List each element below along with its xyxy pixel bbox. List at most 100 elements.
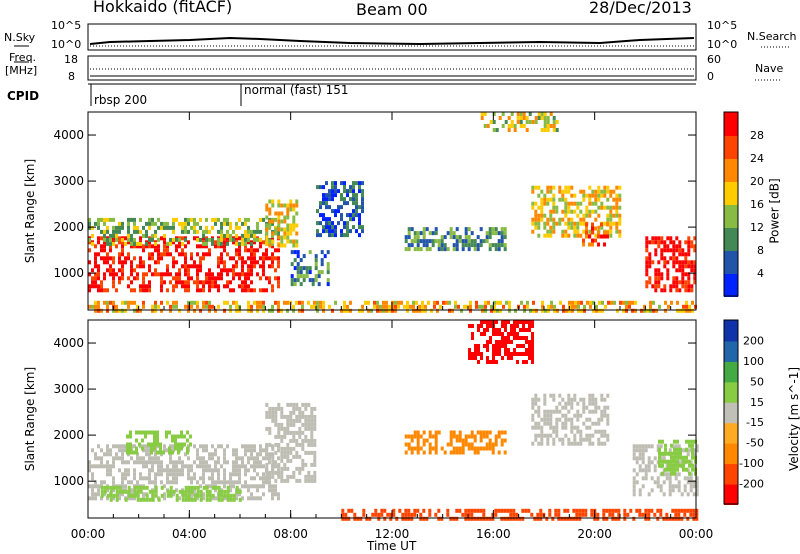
range-gate-cell [343,225,346,230]
range-gate-cell [531,356,534,360]
range-gate-cell [289,227,293,232]
range-gate-cell [142,485,146,490]
range-gate-cell [479,516,483,521]
range-gate-cell [506,516,510,521]
range-gate-cell [145,221,148,226]
range-gate-cell [558,189,562,194]
range-gate-cell [235,485,239,490]
range-gate-cell [259,229,262,234]
range-gate-cell [88,468,91,473]
range-gate-cell [638,464,642,469]
range-gate-cell [259,240,262,245]
range-gate-cell [271,484,274,489]
range-gate-cell [103,492,106,497]
range-gate-cell [561,441,565,446]
range-gate-cell [129,434,132,439]
colorbar-tick-label: 8 [757,244,764,257]
range-gate-cell [163,240,166,245]
range-gate-cell [229,472,232,477]
range-gate-cell [250,304,253,309]
range-gate-cell [489,360,492,364]
range-gate-cell [217,260,220,265]
range-gate-cell [591,209,595,214]
range-gate-cell [612,197,616,202]
range-gate-cell [555,221,559,226]
range-gate-cell [232,472,235,477]
range-gate-cell [250,272,253,277]
range-gate-cell [346,225,349,230]
range-gate-cell [458,508,462,513]
range-gate-cell [331,225,334,230]
range-gate-cell [666,272,670,277]
range-gate-cell [259,484,262,489]
range-gate-cell [689,512,693,517]
range-gate-cell [573,393,577,398]
range-gate-cell [659,508,663,513]
range-gate-cell [196,489,200,494]
range-gate-cell [148,221,151,226]
range-gate-cell [464,516,468,521]
range-gate-cell [658,447,661,452]
range-gate-cell [377,516,381,521]
range-gate-cell [625,300,628,305]
range-gate-cell [313,406,317,411]
range-gate-cell [658,451,661,456]
range-gate-cell [160,480,163,485]
range-gate-cell [301,300,304,305]
range-gate-cell [341,516,345,521]
range-gate-cell [283,434,287,439]
range-gate-cell [283,462,287,467]
range-gate-cell [133,256,136,261]
range-gate-cell [190,476,193,481]
range-gate-cell [695,508,699,513]
range-gate-cell [684,272,688,277]
range-gate-cell [147,442,150,447]
range-gate-cell [607,300,610,305]
range-gate-cell [205,237,208,242]
range-gate-cell [217,480,220,485]
range-gate-cell [310,418,314,423]
range-gate-cell [286,446,290,451]
range-gate-cell [214,308,217,313]
range-gate-cell [575,516,579,521]
range-gate-cell [597,193,601,198]
range-gate-cell [673,471,676,476]
range-gate-cell [277,300,280,305]
range-gate-cell [662,456,666,461]
range-gate-cell [337,221,340,226]
range-gate-cell [672,240,676,245]
range-gate-cell [358,189,361,194]
range-gate-cell [564,197,568,202]
range-gate-cell [413,231,417,236]
range-gate-cell [310,422,314,427]
range-gate-cell [304,422,308,427]
range-gate-cell [163,252,166,257]
range-gate-cell [178,308,181,313]
range-gate-cell [558,217,562,222]
range-gate-cell [346,233,349,238]
range-gate-cell [142,492,145,497]
range-gate-cell [524,508,528,513]
range-gate-cell [88,217,91,222]
range-gate-cell [103,489,107,494]
range-gate-cell [247,240,250,245]
range-gate-cell [688,463,691,468]
range-gate-cell [531,425,535,430]
range-gate-cell [371,512,375,517]
range-gate-cell [190,217,193,222]
range-gate-cell [647,464,651,469]
range-gate-cell [302,278,306,283]
range-gate-cell [645,256,649,261]
range-gate-cell [124,460,127,465]
range-gate-cell [211,496,214,501]
range-gate-cell [452,247,456,252]
range-gate-cell [316,209,319,214]
range-gate-cell [295,418,299,423]
range-gate-cell [585,193,589,198]
range-gate-cell [685,459,688,464]
range-gate-cell [103,229,106,234]
range-gate-cell [157,256,160,261]
y-tick-label: 4000 [53,336,84,350]
range-gate-cell [567,209,571,214]
range-gate-cell [422,442,426,447]
